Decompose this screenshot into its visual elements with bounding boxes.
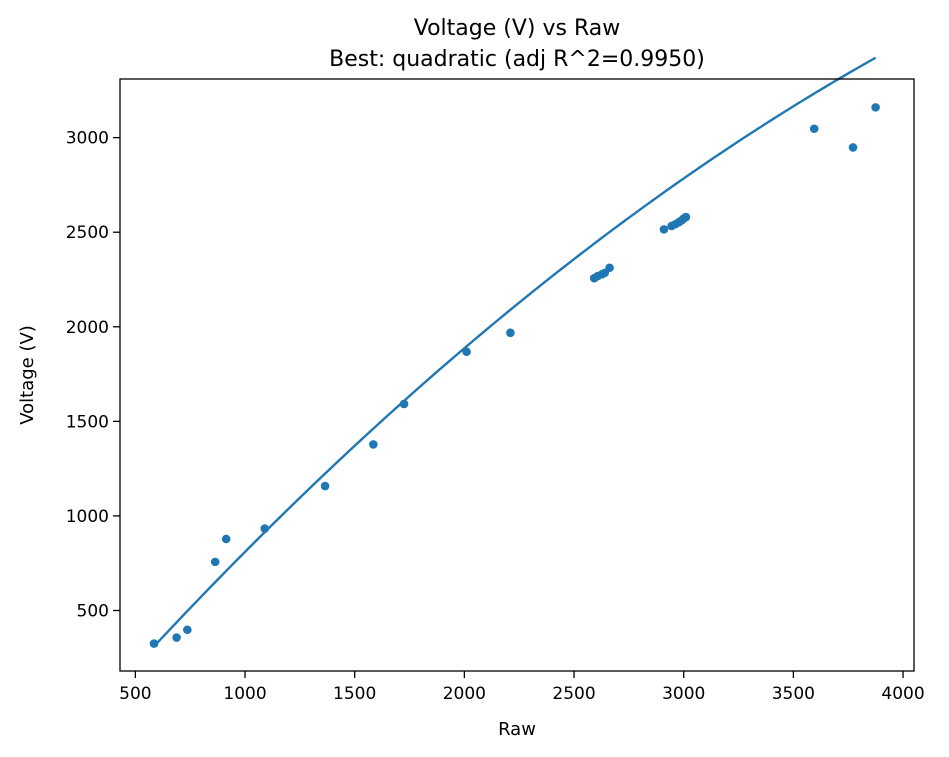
data-point: [210, 557, 220, 567]
y-axis-label: Voltage (V): [17, 325, 38, 425]
data-point: [260, 524, 270, 533]
y-tick-label: 2000: [66, 318, 109, 338]
data-point: [183, 625, 192, 635]
data-point: [320, 481, 330, 491]
data-point: [605, 263, 614, 273]
data-point: [462, 347, 471, 357]
data-point: [848, 143, 858, 152]
y-tick-label: 1000: [66, 507, 109, 527]
data-point: [221, 534, 231, 544]
x-tick-label: 1000: [223, 684, 266, 704]
chart-subtitle: Best: quadratic (adj R^2=0.9950): [329, 47, 705, 72]
x-tick-label: 3500: [772, 684, 815, 704]
chart-title: Voltage (V) vs Raw: [414, 16, 620, 41]
x-tick-label: 1500: [333, 684, 376, 704]
data-point: [172, 633, 181, 642]
data-point: [149, 639, 159, 648]
x-tick-label: 4000: [881, 684, 924, 704]
data-point: [871, 103, 880, 112]
x-tick-label: 2000: [443, 684, 486, 704]
y-tick-label: 2500: [66, 223, 109, 243]
data-points: [149, 103, 880, 648]
data-point: [506, 328, 515, 338]
y-axis-ticks: 500 1000 1500 2000 2500 3000: [66, 129, 120, 621]
x-axis-ticks: 500 1000 1500 2000 2500 3000 3500 4000: [119, 671, 925, 704]
plot-frame: [119, 78, 915, 672]
x-axis-label: Raw: [498, 719, 536, 740]
x-tick-label: 2500: [552, 684, 595, 704]
fit-curve: [153, 56, 877, 648]
y-tick-label: 1500: [66, 412, 109, 432]
data-point: [681, 212, 691, 222]
data-point: [399, 399, 409, 409]
y-tick-label: 500: [77, 601, 109, 621]
data-point: [369, 440, 378, 449]
x-tick-label: 500: [119, 684, 151, 704]
data-point: [809, 124, 819, 134]
y-tick-label: 3000: [66, 129, 109, 149]
data-point: [659, 225, 669, 234]
x-tick-label: 3000: [662, 684, 705, 704]
